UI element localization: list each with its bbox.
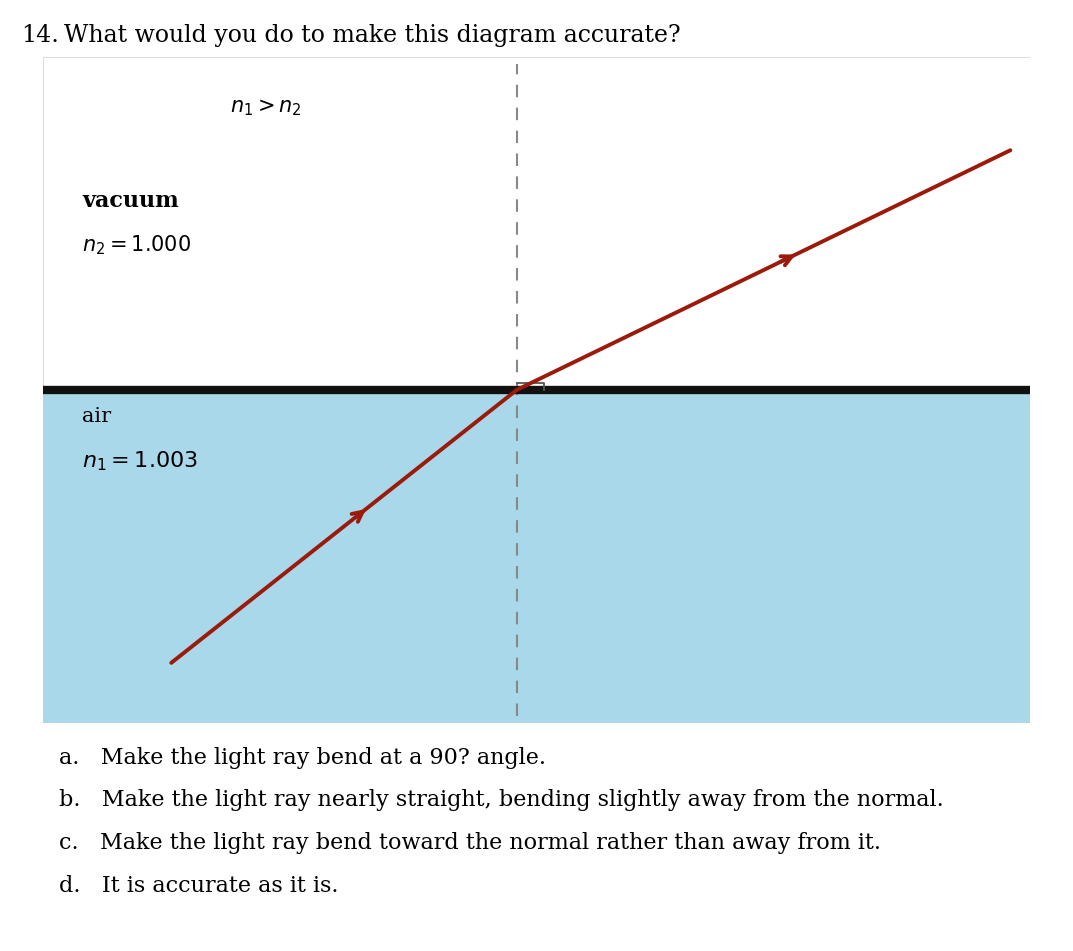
Text: air: air [83, 407, 112, 425]
Text: d.   It is accurate as it is.: d. It is accurate as it is. [59, 875, 338, 897]
Text: a.   Make the light ray bend at a 90? angle.: a. Make the light ray bend at a 90? angl… [59, 747, 546, 768]
Bar [43, 390, 1030, 723]
Text: b.   Make the light ray nearly straight, bending slightly away from the normal.: b. Make the light ray nearly straight, b… [59, 789, 944, 811]
Text: What would you do to make this diagram accurate?: What would you do to make this diagram a… [64, 24, 681, 47]
Text: $n_1 > n_2$: $n_1 > n_2$ [231, 97, 303, 118]
Text: $n_2 = 1.000$: $n_2 = 1.000$ [83, 234, 191, 257]
Text: c.   Make the light ray bend toward the normal rather than away from it.: c. Make the light ray bend toward the no… [59, 832, 881, 854]
Text: vacuum: vacuum [83, 190, 179, 212]
Text: $n_1 = 1.003$: $n_1 = 1.003$ [83, 450, 199, 474]
Bar [43, 57, 1030, 390]
Text: 14.: 14. [21, 24, 59, 47]
